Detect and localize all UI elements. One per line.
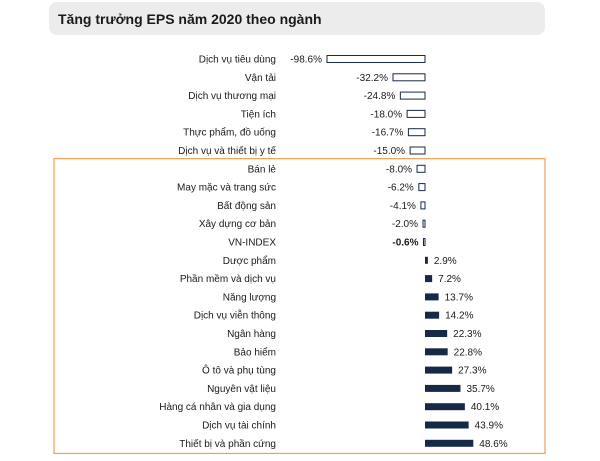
bar-may-mac-va-trang-suc bbox=[418, 183, 426, 192]
category-label-hang-ca-nhan-va-gia-dung: Hàng cá nhân và gia dụng bbox=[159, 402, 276, 413]
category-label-duoc-pham: Dược phẩm bbox=[223, 255, 276, 267]
bar-phan-mem-va-dich-vu bbox=[425, 275, 433, 283]
value-label-bao-hiem: 22.8% bbox=[454, 347, 482, 358]
chart-title-bar: Tăng trưởng EPS năm 2020 theo ngành bbox=[49, 2, 545, 35]
value-label-dich-vu-va-thiet-bi-y-te: -15.0% bbox=[373, 146, 405, 157]
category-label-xay-dung-co-ban: Xây dựng cơ bản bbox=[199, 219, 276, 230]
value-label-dich-vu-thuong-mai: -24.8% bbox=[364, 91, 396, 102]
bar-duoc-pham bbox=[425, 256, 428, 264]
bar-ban-le bbox=[416, 164, 426, 173]
category-label-tien-ich: Tiện ích bbox=[241, 109, 276, 120]
value-label-ban-le: -8.0% bbox=[386, 164, 412, 175]
category-label-vn-index: VN-INDEX bbox=[228, 238, 276, 249]
bar-nang-luong bbox=[425, 293, 439, 301]
labels-group: Dịch vụ tiêu dùng -98.6% Vận tải -32.2% Dịch… bbox=[159, 55, 508, 450]
category-label-may-mac-va-trang-suc: May mặc và trang sức bbox=[177, 183, 276, 194]
value-label-dich-vu-tai-chinh: 43.9% bbox=[475, 421, 503, 432]
value-label-duoc-pham: 2.9% bbox=[434, 256, 457, 267]
value-label-dich-vu-vien-thong: 14.2% bbox=[445, 311, 473, 322]
value-label-nang-luong: 13.7% bbox=[445, 292, 473, 303]
bar-dich-vu-tai-chinh bbox=[425, 421, 469, 429]
category-label-thuc-pham-do-uong: Thực phẩm, đồ uống bbox=[183, 127, 276, 139]
category-label-bao-hiem: Bảo hiểm bbox=[234, 346, 276, 358]
bars-group bbox=[326, 55, 474, 447]
category-label-dich-vu-vien-thong: Dịch vụ viễn thông bbox=[194, 309, 276, 322]
value-label-bat-dong-san: -4.1% bbox=[390, 201, 416, 212]
category-label-dich-vu-va-thiet-bi-y-te: Dịch vụ và thiết bị y tế bbox=[178, 145, 276, 157]
category-label-van-tai: Vận tải bbox=[245, 73, 276, 84]
bar-bat-dong-san bbox=[420, 201, 426, 210]
category-label-thiet-bi-va-phan-cung: Thiết bị và phần cứng bbox=[179, 438, 276, 450]
category-label-o-to-va-phu-tung: Ô tô và phụ tùng bbox=[202, 364, 276, 377]
bar-o-to-va-phu-tung bbox=[425, 366, 453, 374]
category-label-nguyen-vat-lieu: Nguyên vật liệu bbox=[207, 384, 276, 395]
value-label-tien-ich: -18.0% bbox=[370, 109, 402, 120]
chart-title: Tăng trưởng EPS năm 2020 theo ngành bbox=[58, 10, 322, 27]
highlight-box bbox=[53, 158, 546, 455]
bar-dich-vu-vien-thong bbox=[425, 311, 440, 319]
category-label-dich-vu-tai-chinh: Dịch vụ tài chính bbox=[202, 421, 276, 432]
bar-dich-vu-tieu-dung bbox=[326, 55, 426, 63]
value-label-hang-ca-nhan-va-gia-dung: 40.1% bbox=[471, 402, 499, 413]
value-label-thiet-bi-va-phan-cung: 48.6% bbox=[479, 439, 507, 450]
value-label-phan-mem-va-dich-vu: 7.2% bbox=[438, 274, 461, 285]
bar-tien-ich bbox=[406, 109, 426, 118]
value-label-dich-vu-tieu-dung: -98.6% bbox=[290, 55, 322, 66]
category-label-dich-vu-thuong-mai: Dịch vụ thương mại bbox=[188, 91, 276, 102]
bar-xay-dung-co-ban bbox=[422, 219, 426, 228]
category-label-ban-le: Bán lẻ bbox=[248, 164, 277, 175]
value-label-van-tai: -32.2% bbox=[356, 73, 388, 84]
value-label-xay-dung-co-ban: -2.0% bbox=[392, 219, 418, 230]
bar-ngan-hang bbox=[425, 330, 448, 337]
category-label-bat-dong-san: Bất động sản bbox=[217, 200, 276, 212]
category-label-dich-vu-tieu-dung: Dịch vụ tiêu dùng bbox=[199, 55, 276, 66]
value-label-o-to-va-phu-tung: 27.3% bbox=[458, 366, 486, 377]
category-label-ngan-hang: Ngân hàng bbox=[227, 329, 276, 340]
category-label-nang-luong: Năng lượng bbox=[223, 292, 276, 303]
bar-thuc-pham-do-uong bbox=[407, 128, 426, 137]
bar-thiet-bi-va-phan-cung bbox=[425, 439, 474, 447]
bar-hang-ca-nhan-va-gia-dung bbox=[425, 403, 465, 411]
value-label-nguyen-vat-lieu: 35.7% bbox=[466, 384, 494, 395]
value-label-vn-index: -0.6% bbox=[392, 238, 418, 249]
value-label-thuc-pham-do-uong: -16.7% bbox=[372, 128, 404, 139]
bar-van-tai bbox=[392, 73, 426, 82]
value-label-ngan-hang: 22.3% bbox=[453, 329, 481, 340]
bar-nguyen-vat-lieu bbox=[425, 384, 461, 392]
bar-dich-vu-thuong-mai bbox=[399, 91, 426, 100]
bar-vn-index bbox=[423, 238, 426, 246]
value-label-may-mac-va-trang-suc: -6.2% bbox=[388, 183, 414, 194]
bar-dich-vu-va-thiet-bi-y-te bbox=[409, 146, 426, 155]
bar-bao-hiem bbox=[425, 348, 448, 356]
category-label-phan-mem-va-dich-vu: Phần mềm và dịch vụ bbox=[180, 273, 276, 285]
